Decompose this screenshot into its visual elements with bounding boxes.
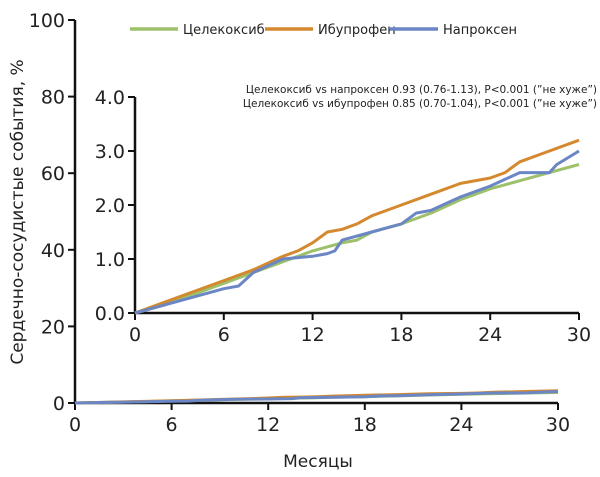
inset-y-tick-label: 3.0 [95,141,125,163]
inset-y-tick-label: 2.0 [95,195,125,217]
x-axis-label: Месяцы [283,452,353,472]
main-y-tick-label: 80 [41,87,65,109]
main-y-tick-label: 40 [41,240,65,262]
main-y-tick-label: 100 [29,10,65,32]
inset-series-line-Целекоксиб [134,163,580,315]
inset-x-tick-label: 12 [301,324,325,346]
main-x-tick-label: 12 [256,414,280,436]
main-y-tick-label: 0 [53,393,65,415]
annotation-2: Целекоксиб vs ибупрофен 0.85 (0.70-1.04)… [243,98,597,110]
inset-x-tick-label: 24 [478,324,502,346]
inset-x-tick-label: 6 [218,324,230,346]
legend-label: Целекоксиб [183,23,265,38]
main-y-tick-label: 20 [41,316,65,338]
legend: Целекоксиб Ибупрофен Напроксен [130,23,517,38]
legend-label: Ибупрофен [318,23,396,38]
inset-x-tick-label: 0 [129,324,141,346]
inset-series-line-Напроксен [134,149,580,315]
inset-y-tick-label: 0.0 [95,303,125,325]
y-axis-label: Сердечно-сосудистые события, % [8,59,28,364]
inset-x-tick-label: 18 [389,324,413,346]
main-x-tick-label: 24 [449,414,473,436]
main-series-line-Напроксен [74,390,559,405]
inset-x-tick-label: 30 [567,324,591,346]
inset-plot: 0 6 12 18 24 30 0.0 1.0 2.0 3.0 4.0 [95,87,591,346]
annotation-1: Целекоксиб vs напроксен 0.93 (0.76-1.13)… [246,84,597,96]
inset-series-line-Ибупрофен [134,138,580,315]
main-x-tick-label: 30 [546,414,570,436]
legend-label: Напроксен [443,23,517,38]
main-x-tick-label: 0 [69,414,81,436]
inset-y-tick-label: 1.0 [95,249,125,271]
main-y-tick-label: 60 [41,163,65,185]
main-x-tick-label: 18 [353,414,377,436]
main-x-tick-label: 6 [166,414,178,436]
inset-y-tick-label: 4.0 [95,87,125,109]
